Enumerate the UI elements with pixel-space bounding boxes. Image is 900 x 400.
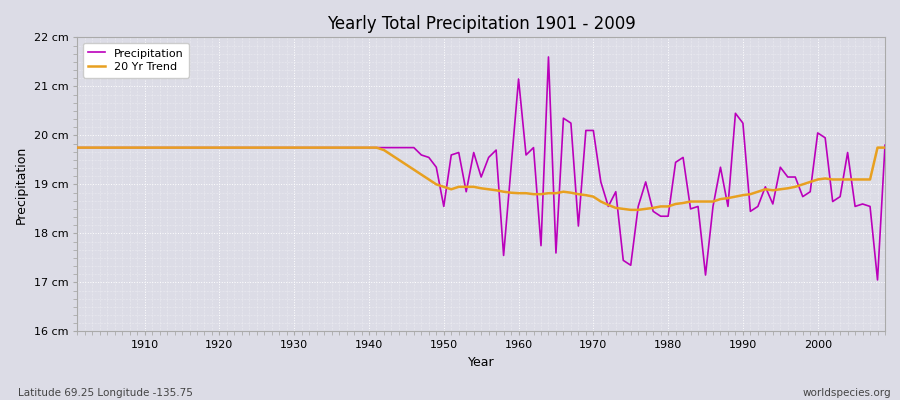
Y-axis label: Precipitation: Precipitation	[15, 145, 28, 224]
X-axis label: Year: Year	[468, 356, 494, 369]
20 Yr Trend	[626, 208, 636, 212]
Precipitation	[513, 76, 524, 81]
20 Yr Trend	[879, 145, 890, 150]
20 Yr Trend	[513, 191, 524, 196]
Line: 20 Yr Trend: 20 Yr Trend	[77, 148, 885, 210]
20 Yr Trend	[131, 145, 142, 150]
Precipitation	[872, 278, 883, 282]
Precipitation	[131, 145, 142, 150]
20 Yr Trend	[72, 145, 83, 150]
Precipitation	[543, 54, 553, 59]
Precipitation	[341, 145, 352, 150]
Text: Latitude 69.25 Longitude -135.75: Latitude 69.25 Longitude -135.75	[18, 388, 193, 398]
Legend: Precipitation, 20 Yr Trend: Precipitation, 20 Yr Trend	[83, 43, 189, 78]
Precipitation	[506, 165, 517, 170]
Line: Precipitation: Precipitation	[77, 57, 885, 280]
Text: worldspecies.org: worldspecies.org	[803, 388, 891, 398]
Title: Yearly Total Precipitation 1901 - 2009: Yearly Total Precipitation 1901 - 2009	[327, 15, 635, 33]
Precipitation	[879, 143, 890, 148]
Precipitation	[610, 189, 621, 194]
20 Yr Trend	[603, 202, 614, 207]
20 Yr Trend	[296, 145, 307, 150]
20 Yr Trend	[341, 145, 352, 150]
20 Yr Trend	[506, 190, 517, 195]
Precipitation	[72, 145, 83, 150]
Precipitation	[296, 145, 307, 150]
